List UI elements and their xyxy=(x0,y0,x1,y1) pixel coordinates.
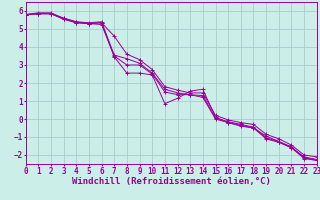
X-axis label: Windchill (Refroidissement éolien,°C): Windchill (Refroidissement éolien,°C) xyxy=(72,177,271,186)
